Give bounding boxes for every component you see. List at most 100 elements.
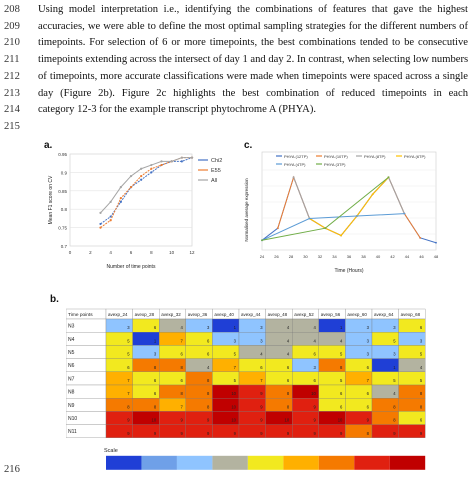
column-header: avexp_64 [374,312,394,317]
line-number: 208 [4,4,20,15]
data-point [356,215,358,217]
cell-value: 5 [393,338,396,343]
cell-value: 5 [340,378,343,383]
data-point [140,178,143,181]
legend-label: PHYA (12TP) [284,154,308,159]
x-axis-label: Number of time points [107,264,156,270]
column-header: avexp_56 [321,312,341,317]
scale-swatch [212,455,248,470]
cell-value: 9 [207,418,210,423]
data-point [261,239,263,242]
cell-value: 9 [313,418,316,423]
cell-value: 7 [260,378,263,383]
cell-value: 6 [180,352,183,357]
cell-value: 5 [234,378,237,383]
cell-value: 3 [207,325,210,330]
cell-value: 7 [127,391,130,396]
cell-value: 3 [367,352,370,357]
cell-value: 10 [152,418,157,423]
x-axis-label: Time (Hours) [335,268,364,274]
cell-value: 5 [340,352,343,357]
y-tick-label: 0.85 [58,189,67,194]
data-point [150,163,153,167]
data-point [109,200,112,203]
cell-value: 6 [260,365,263,370]
cell-value: 5 [420,352,423,357]
row-label: N4 [68,337,75,343]
x-tick-label: 0 [69,250,72,255]
data-point [119,197,122,200]
x-tick-label: 36 [347,254,352,259]
cell-value: 3 [367,325,370,330]
row-label: N7 [68,376,75,382]
cell-value: 8 [287,391,290,396]
cell-value: 8 [180,391,183,396]
cell-value: 7 [180,338,183,343]
scale-swatch [106,455,142,470]
cell-value: 3 [127,325,130,330]
cell-value: 3 [234,338,237,343]
column-header: avexp_28 [135,312,155,317]
legend-label: E55 [211,168,221,174]
cell-value: 9 [207,431,210,436]
line-text: of timepoints, more accurate classificat… [38,70,468,82]
data-point [140,174,143,178]
cell-value: 6 [420,418,423,423]
scale-swatch [247,455,284,470]
row-label: N10 [68,416,77,422]
cell-value: 8 [393,418,396,423]
line-216: 216 [0,462,474,478]
cell-value: 3 [260,338,263,343]
cell-value: 1 [234,325,237,330]
cell-value: 5 [393,378,396,383]
cell-value: 8 [420,404,423,409]
cell-value: 9 [313,431,316,436]
text-line: 215 [0,119,474,135]
cell-value: 8 [207,404,210,409]
legend-label: All [211,178,217,184]
cell-value: 9 [260,404,263,409]
scale-label: Scale [104,448,118,454]
cell-value: 4 [287,338,290,343]
cell-value: 4 [287,325,290,330]
data-point [109,219,112,222]
data-point [129,174,133,178]
line-text: category 12-3 for the example transcript… [38,104,317,116]
row-label: N3 [68,324,75,330]
row-label: N5 [68,350,75,356]
x-tick-label: 30 [303,254,308,259]
cell-value: 10 [311,391,316,396]
data-point [190,156,194,159]
x-tick-label: 38 [361,254,366,259]
column-header: avexp_60 [347,312,367,317]
data-point [180,156,183,159]
data-point [129,186,133,189]
data-point [340,234,342,237]
line-number: 215 [4,120,20,132]
legend-label: Chi2 [211,158,222,164]
cell-value: 9 [127,418,130,423]
cell-value: 9 [393,431,396,436]
row-label: N11 [68,429,77,435]
cell-value: 8 [207,391,210,396]
plot-area [69,153,193,247]
y-axis-label: Mean F1 score on CV [48,175,54,224]
row-label: N8 [68,390,75,396]
data-point [324,227,327,230]
series-line-all [100,157,192,214]
scale-swatch [283,455,319,470]
x-tick-label: 48 [434,254,439,259]
cell-value: 9 [313,404,316,409]
scale-swatch [318,455,355,470]
data-point [435,241,437,244]
data-point [99,211,102,214]
cell-value: 7 [127,378,130,383]
panel-a-label: a. [44,140,53,151]
line-text: Using model interpretation i.e., identif… [38,4,468,15]
y-tick-label: 0.9 [61,170,68,175]
column-header: avexp_24 [108,312,128,317]
cell-value: 9 [180,418,183,423]
series-line [309,176,389,237]
cell-value: 7 [367,378,370,383]
legend-label: PHYA (8TP) [364,154,386,159]
